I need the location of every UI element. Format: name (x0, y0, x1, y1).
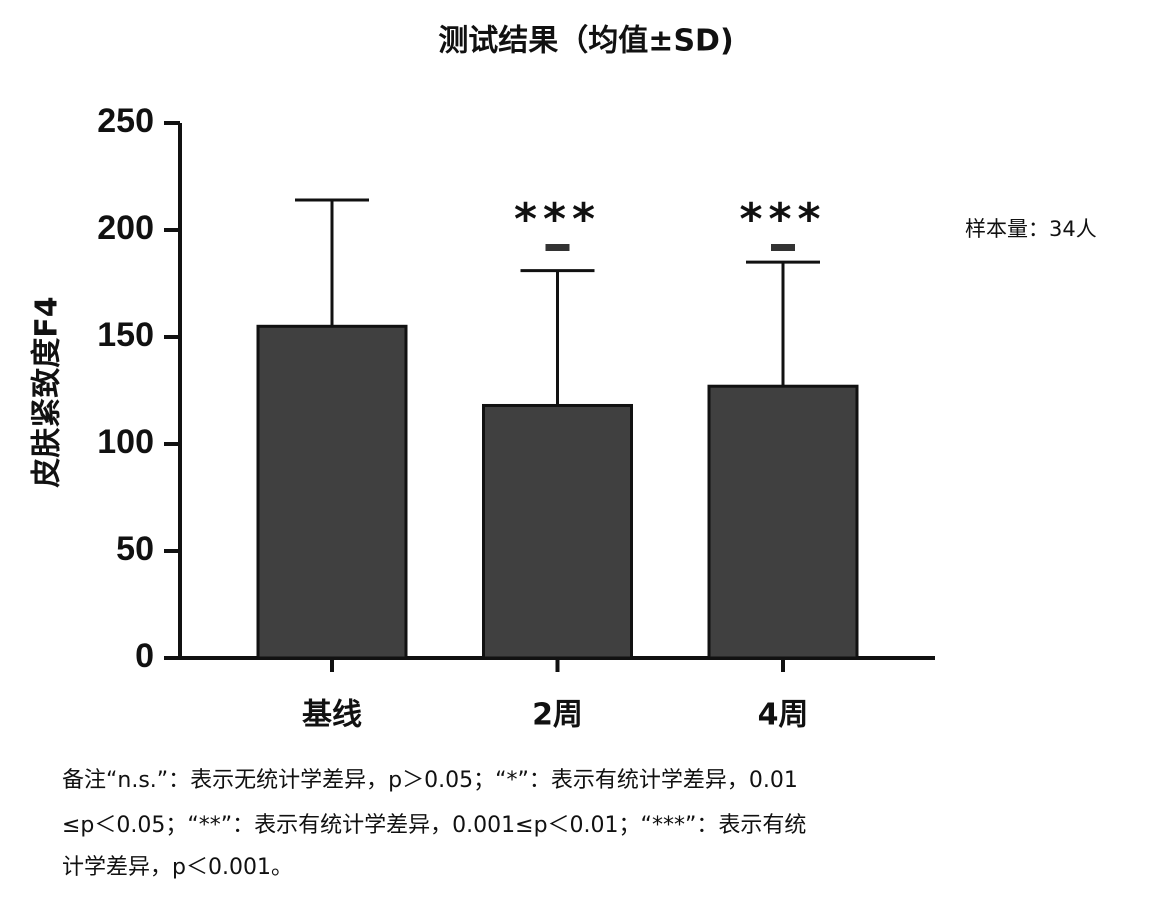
x-tick-label: 2周 (532, 698, 583, 733)
x-tick-label: 基线 (302, 698, 362, 733)
footnote: 备注“n.s.”：表示无统计学差异，p＞0.05；“*”：表示有统计学差异，0.… (62, 768, 798, 793)
bar (707, 384, 859, 660)
y-tick-label: 200 (97, 209, 154, 247)
y-tick-label: 250 (97, 102, 154, 140)
footnote: 计学差异，p＜0.001。 (62, 855, 293, 880)
y-tick-label: 150 (97, 316, 154, 354)
y-tick-label: 100 (97, 423, 154, 461)
significance-label: *** (514, 194, 601, 245)
x-tick-label: 4周 (758, 698, 809, 733)
sample-note: 样本量：34人 (965, 217, 1097, 241)
bar (256, 324, 408, 660)
bar (482, 403, 633, 660)
significance-dash (545, 244, 570, 251)
y-axis-label: 皮肤紧致度F4 (30, 296, 65, 487)
significance-dash (771, 244, 795, 251)
chart-title: 测试结果（均值±SD) (438, 24, 733, 59)
footnote: ≤p＜0.05；“**”：表示有统计学差异，0.001≤p＜0.01；“***”… (62, 813, 806, 838)
significance-label: *** (739, 194, 826, 245)
y-tick-label: 0 (135, 637, 154, 675)
y-tick-label: 50 (116, 530, 154, 568)
